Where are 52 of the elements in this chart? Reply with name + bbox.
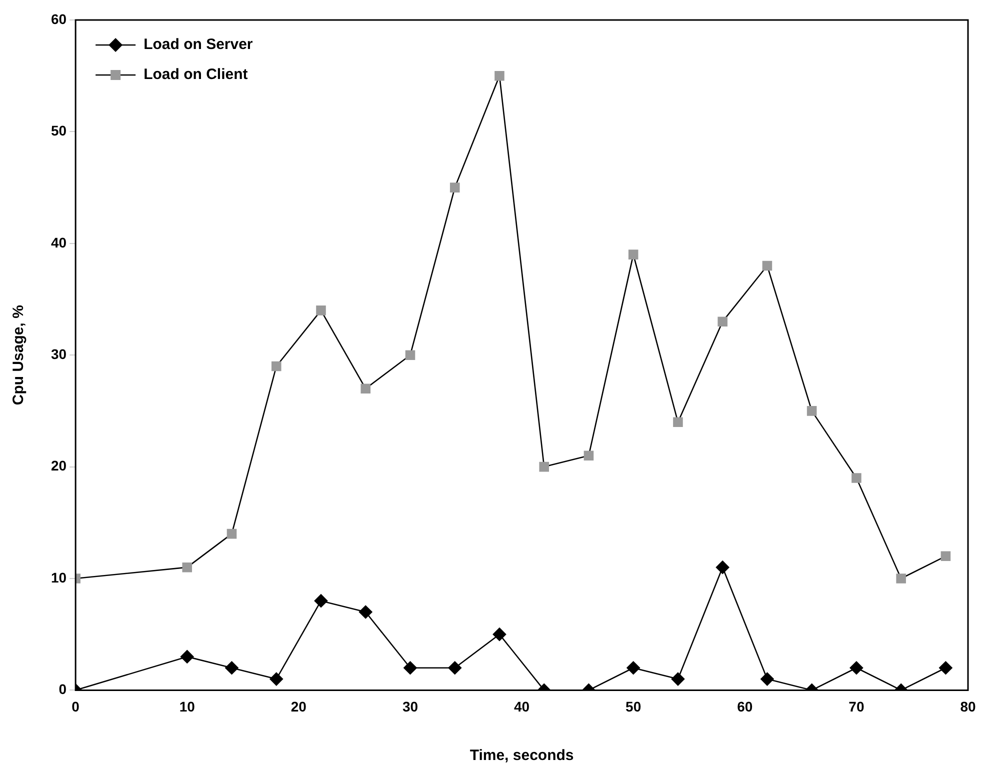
point: [584, 450, 594, 461]
x-tick-label: 70: [848, 698, 864, 714]
point: [358, 605, 372, 619]
x-tick-label: 50: [626, 698, 642, 714]
x-tick-label: 10: [179, 698, 196, 714]
point: [939, 661, 952, 675]
point: [673, 417, 683, 428]
y-tick-label: 10: [50, 569, 67, 586]
point: [405, 350, 416, 360]
point: [270, 672, 284, 686]
point: [850, 661, 864, 675]
point: [716, 560, 730, 574]
point: [492, 628, 506, 641]
y-tick-label: 30: [50, 346, 67, 362]
point: [626, 661, 640, 675]
x-axis-title: Time, seconds: [470, 747, 574, 764]
y-tick-label: 0: [58, 681, 67, 698]
point: [539, 462, 549, 472]
legend-label: Load on Server: [144, 36, 253, 54]
point: [494, 70, 504, 81]
point: [671, 672, 685, 686]
point: [316, 306, 326, 316]
point: [180, 650, 194, 664]
point: [896, 574, 906, 584]
point: [762, 260, 772, 271]
point: [182, 562, 192, 572]
y-tick-label: 60: [50, 10, 67, 27]
point: [314, 594, 328, 608]
y-tick-label: 50: [50, 122, 67, 139]
point: [271, 361, 282, 372]
point: [852, 473, 862, 483]
y-tick-label: 40: [50, 234, 67, 250]
point: [628, 250, 638, 260]
point: [940, 551, 951, 562]
legend-label: Load on Client: [144, 66, 248, 84]
x-tick-label: 30: [402, 698, 418, 714]
point: [226, 528, 237, 539]
point: [450, 182, 460, 192]
point: [718, 316, 728, 326]
point: [360, 384, 371, 394]
x-tick-label: 20: [290, 698, 307, 714]
point: [448, 661, 462, 675]
point: [760, 672, 774, 686]
point: [806, 406, 817, 416]
point: [404, 661, 417, 675]
y-tick-label: 20: [50, 458, 67, 474]
x-tick-label: 40: [514, 698, 530, 714]
y-axis-title: Cpu Usage, %: [10, 305, 28, 406]
point: [225, 661, 238, 675]
x-tick-label: 80: [960, 698, 976, 714]
x-tick-label: 60: [737, 698, 753, 714]
x-tick-label: 0: [72, 698, 80, 714]
